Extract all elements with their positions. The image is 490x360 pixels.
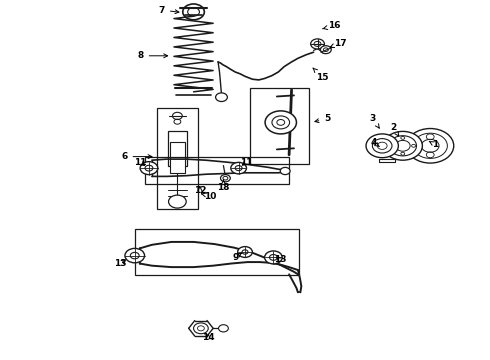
Circle shape — [183, 4, 204, 20]
Text: 10: 10 — [201, 192, 217, 201]
Text: 9: 9 — [232, 253, 242, 262]
Text: 14: 14 — [202, 333, 215, 342]
Circle shape — [366, 134, 398, 158]
Text: 11: 11 — [134, 158, 147, 167]
Circle shape — [194, 323, 208, 334]
Circle shape — [140, 162, 158, 175]
Text: 6: 6 — [122, 152, 152, 161]
Circle shape — [320, 46, 331, 54]
Circle shape — [407, 129, 454, 163]
Bar — [157, 108, 198, 209]
Bar — [250, 88, 309, 164]
Text: 4: 4 — [370, 138, 379, 147]
Circle shape — [219, 325, 228, 332]
Circle shape — [280, 167, 290, 175]
Circle shape — [265, 111, 296, 134]
Text: 2: 2 — [390, 123, 399, 136]
Text: 8: 8 — [138, 51, 168, 60]
Text: 5: 5 — [315, 114, 330, 123]
Text: 18: 18 — [217, 180, 230, 192]
Bar — [135, 229, 299, 275]
Bar — [170, 142, 185, 173]
Circle shape — [231, 162, 246, 174]
Text: 11: 11 — [240, 158, 252, 167]
Circle shape — [216, 93, 227, 102]
Text: 15: 15 — [313, 68, 329, 82]
Circle shape — [220, 175, 230, 182]
Text: 12: 12 — [194, 186, 206, 194]
Circle shape — [265, 251, 282, 264]
Circle shape — [125, 248, 145, 263]
Text: 16: 16 — [322, 21, 341, 30]
Text: 7: 7 — [158, 5, 179, 14]
Bar — [145, 157, 289, 184]
Text: 13: 13 — [274, 256, 287, 264]
Circle shape — [238, 247, 252, 257]
Circle shape — [169, 195, 186, 208]
Circle shape — [383, 131, 422, 160]
Text: 13: 13 — [114, 259, 127, 268]
Circle shape — [172, 112, 182, 120]
Bar — [168, 131, 187, 166]
Text: 1: 1 — [429, 140, 438, 149]
Circle shape — [311, 39, 324, 49]
Text: 17: 17 — [330, 39, 347, 48]
Text: 3: 3 — [369, 113, 379, 128]
